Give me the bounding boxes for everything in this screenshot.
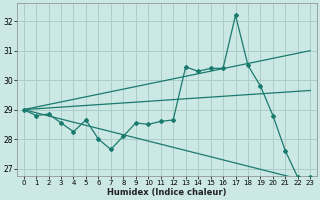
X-axis label: Humidex (Indice chaleur): Humidex (Indice chaleur) [107,188,227,197]
